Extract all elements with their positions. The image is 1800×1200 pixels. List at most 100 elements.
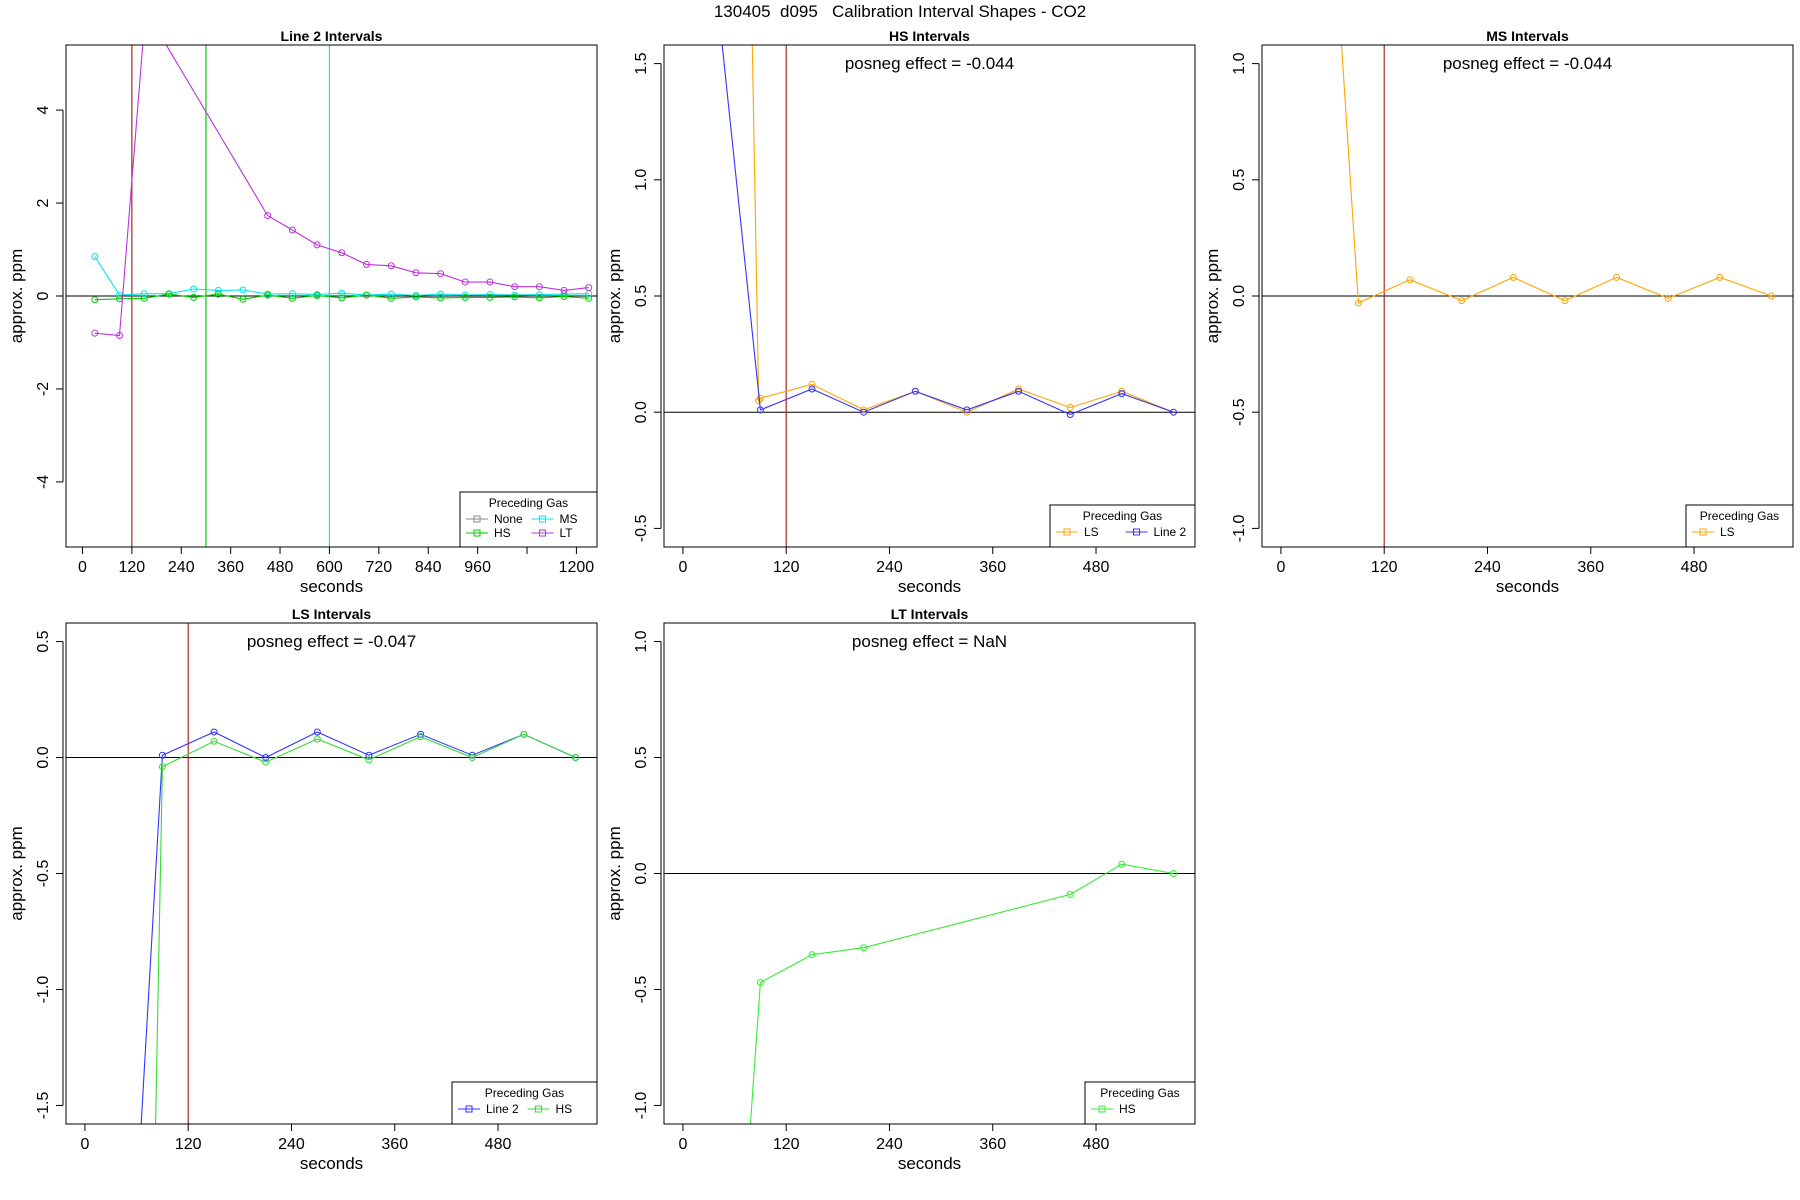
legend-label: HS (494, 526, 511, 540)
data-point (158, 751, 166, 759)
data-point (214, 286, 222, 294)
data-point (468, 754, 476, 762)
data-point (1169, 408, 1177, 416)
data-point (91, 296, 99, 304)
data-point (1066, 404, 1074, 412)
data-point (756, 394, 764, 402)
y-tick-label: 0.0 (633, 401, 650, 423)
data-point (338, 294, 346, 302)
series-line-hs (749, 863, 1174, 1124)
panel-5: LT Intervals 0 120 240 360 480 seconds -1.0 -0.5… (605, 606, 1196, 1173)
series-line-lt (94, 45, 589, 337)
data-point (140, 294, 148, 302)
data-point (365, 756, 373, 764)
series-line-line-2 (721, 45, 1174, 416)
y-tick-label: 0.5 (633, 746, 650, 768)
y-axis-label: approx. ppm (7, 249, 26, 344)
y-tick-label: -1.0 (35, 976, 52, 1004)
data-point (860, 944, 868, 952)
data-point (91, 252, 99, 260)
data-point (963, 406, 971, 414)
legend-entry: LS (1056, 525, 1099, 539)
y-tick-label: -2 (35, 382, 52, 396)
data-point (190, 285, 198, 293)
data-point (387, 290, 395, 298)
x-tick-label: 240 (168, 559, 195, 576)
data-point (338, 249, 346, 257)
data-point (756, 406, 764, 414)
data-point (535, 294, 543, 302)
data-point (412, 293, 420, 301)
data-point (165, 290, 173, 298)
data-point (520, 730, 528, 738)
data-point (210, 728, 218, 736)
data-point (963, 408, 971, 416)
y-tick-label: -0.5 (633, 976, 650, 1004)
data-point (190, 293, 198, 301)
x-tick-label: 360 (979, 559, 1006, 576)
x-axis-label: seconds (300, 1154, 363, 1173)
x-tick-label: 360 (217, 559, 244, 576)
data-point (239, 286, 247, 294)
data-point (437, 270, 445, 278)
panel-title: HS Intervals (889, 28, 970, 44)
legend-title: Preceding Gas (1700, 509, 1779, 523)
data-point (1767, 292, 1775, 300)
data-point (585, 294, 593, 302)
data-point (1169, 870, 1177, 877)
series-line-line-2 (140, 731, 576, 1124)
data-point (747, 1126, 753, 1132)
legend-entry: HS (466, 526, 511, 540)
panel-title: MS Intervals (1486, 28, 1569, 44)
data-point (387, 294, 395, 302)
data-point (1118, 390, 1126, 398)
x-tick-label: 360 (979, 1136, 1006, 1153)
data-point (860, 406, 868, 414)
series-line-hs (155, 733, 576, 1124)
legend: Preceding Gas None MS HS LT (459, 491, 598, 548)
x-tick-label: 0 (1276, 559, 1285, 576)
data-point (461, 278, 469, 286)
legend-entry: HS (527, 1102, 572, 1116)
data-point (585, 284, 593, 292)
data-point (210, 737, 218, 745)
legend-entry: HS (1091, 1102, 1136, 1116)
legend-label: Line 2 (486, 1102, 519, 1116)
data-point (461, 293, 469, 301)
y-tick-label: 0.0 (1231, 285, 1248, 307)
data-point (288, 290, 296, 298)
data-point (1458, 297, 1466, 305)
data-point (1338, 37, 1344, 43)
data-point (264, 291, 272, 299)
data-point (437, 294, 445, 302)
legend-title: Preceding Gas (1100, 1086, 1179, 1100)
x-tick-label: 840 (415, 559, 442, 576)
x-tick-label: 120 (1371, 559, 1398, 576)
y-tick-label: 1.0 (633, 630, 650, 652)
data-point (1066, 890, 1074, 898)
y-tick-label: 1.5 (633, 52, 650, 74)
data-point (511, 283, 519, 291)
data-point (437, 290, 445, 298)
data-point (417, 730, 425, 738)
x-axis-label: seconds (1496, 577, 1559, 596)
posneg-annotation: posneg effect = -0.047 (247, 632, 416, 651)
x-tick-label: 600 (316, 559, 343, 576)
x-tick-label: 240 (278, 1136, 305, 1153)
data-point (461, 291, 469, 299)
data-point (313, 735, 321, 743)
data-point (417, 733, 425, 741)
series-line-hs (94, 293, 589, 301)
data-point (1354, 299, 1362, 307)
data-point (1118, 387, 1126, 395)
data-point (1118, 860, 1126, 868)
panel-3: MS Intervals 0 120 240 360 480 seconds -1.0 -0.5… (1203, 28, 1794, 596)
y-tick-label: 1.0 (633, 169, 650, 191)
y-tick-label: -0.5 (1231, 398, 1248, 426)
x-tick-label: 960 (464, 559, 491, 576)
x-tick-label: 120 (119, 559, 146, 576)
x-tick-label: 0 (678, 559, 687, 576)
posneg-annotation: posneg effect = -0.044 (1443, 54, 1612, 73)
data-point (141, 23, 147, 29)
